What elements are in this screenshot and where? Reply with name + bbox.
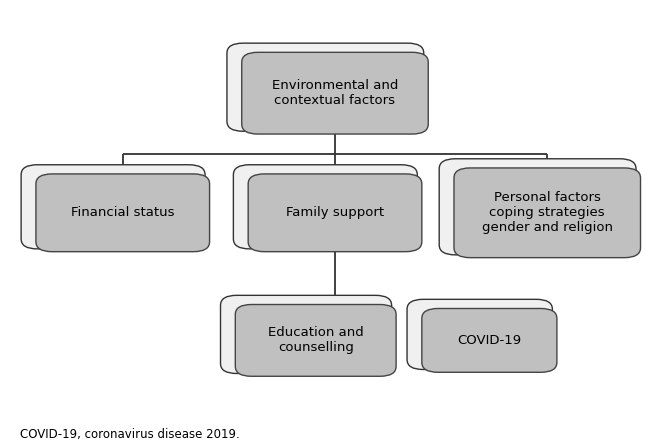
Text: Family support: Family support bbox=[286, 206, 384, 220]
Text: Financial status: Financial status bbox=[71, 206, 174, 220]
Text: Environmental and
contextual factors: Environmental and contextual factors bbox=[272, 79, 398, 107]
FancyBboxPatch shape bbox=[227, 43, 423, 131]
FancyBboxPatch shape bbox=[454, 168, 641, 258]
FancyBboxPatch shape bbox=[21, 165, 205, 249]
FancyBboxPatch shape bbox=[235, 305, 396, 376]
FancyBboxPatch shape bbox=[36, 174, 210, 252]
FancyBboxPatch shape bbox=[407, 299, 552, 370]
Text: COVID-19: COVID-19 bbox=[458, 334, 521, 347]
Text: COVID-19, coronavirus disease 2019.: COVID-19, coronavirus disease 2019. bbox=[20, 428, 240, 441]
FancyBboxPatch shape bbox=[233, 165, 417, 249]
Text: Education and
counselling: Education and counselling bbox=[268, 327, 364, 354]
FancyBboxPatch shape bbox=[440, 159, 636, 255]
Text: Personal factors
coping strategies
gender and religion: Personal factors coping strategies gende… bbox=[482, 191, 613, 234]
FancyBboxPatch shape bbox=[422, 309, 557, 372]
FancyBboxPatch shape bbox=[220, 295, 391, 374]
FancyBboxPatch shape bbox=[242, 52, 428, 134]
FancyBboxPatch shape bbox=[248, 174, 422, 252]
